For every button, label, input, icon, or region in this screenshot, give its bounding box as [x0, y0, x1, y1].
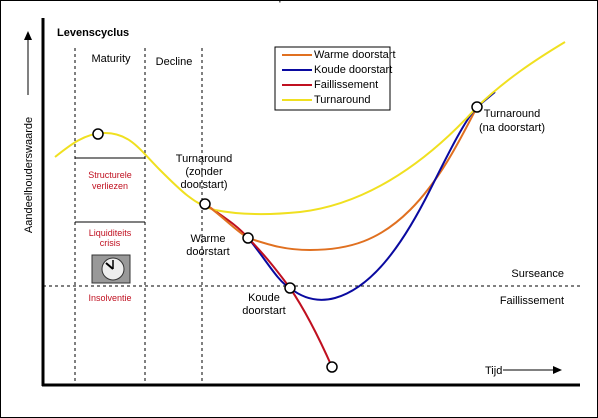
label: doorstart) — [180, 179, 227, 191]
label: Koude — [248, 292, 280, 304]
label: Liquiditeits — [89, 228, 132, 238]
label: (na doorstart) — [479, 122, 545, 134]
legend-label: Faillissement — [314, 79, 378, 91]
legend-label: Turnaround — [314, 94, 370, 106]
label: Insolventie — [88, 293, 131, 303]
clock-icon — [91, 254, 131, 284]
label: Turnaround — [484, 108, 540, 120]
label: doorstart — [242, 305, 285, 317]
label: Structurele — [88, 170, 132, 180]
markers — [92, 101, 483, 373]
legend-label: Koude doorstart — [314, 64, 392, 76]
label: Turnaround — [176, 153, 232, 165]
label: Warme — [190, 233, 225, 245]
label: Liquidatie — [266, 0, 313, 3]
x-arrow-head — [553, 366, 562, 374]
curve — [247, 106, 478, 252]
y-arrow-head — [24, 31, 32, 40]
legend-label: Warme doorstart — [314, 49, 396, 61]
y-axis-label: Aandeelhouderswaarde — [23, 117, 35, 233]
phase-label: Decline — [156, 56, 193, 68]
curve — [204, 203, 333, 368]
label: crisis — [100, 238, 121, 248]
phase-label: Maturity — [91, 53, 131, 65]
label: (zonder — [185, 166, 223, 178]
label: doorstart — [186, 246, 229, 258]
title: Levenscyclus — [57, 27, 129, 39]
label: Consolidatie — [68, 0, 129, 3]
label: verliezen — [92, 181, 128, 191]
x-axis-label: Tijd — [485, 365, 502, 377]
zone-label: Faillissement — [500, 295, 564, 307]
curve — [247, 91, 496, 301]
zone-label: Surseance — [511, 268, 564, 280]
